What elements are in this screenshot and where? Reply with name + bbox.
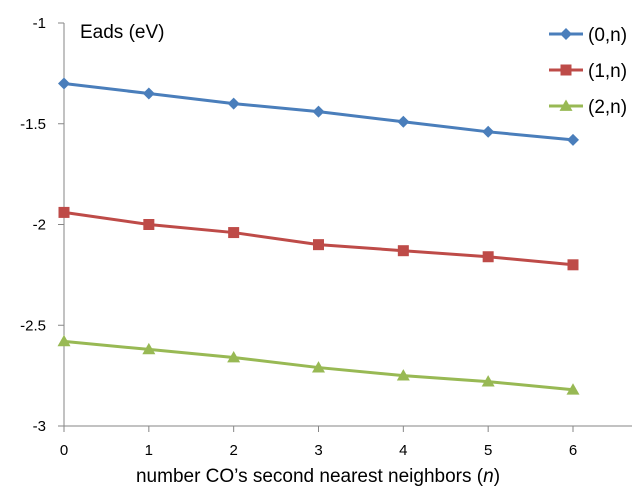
x-tick-label: 5 (484, 442, 492, 459)
data-point (228, 227, 240, 239)
x-tick-label: 6 (569, 442, 577, 459)
data-point (567, 133, 579, 146)
data-point (58, 77, 70, 90)
x-axis-title-close: ) (494, 466, 500, 487)
data-point (227, 350, 241, 363)
data-point (142, 342, 156, 355)
series-0 (58, 77, 579, 146)
legend-entry: (0,n) (549, 25, 627, 46)
legend-entry: (1,n) (549, 61, 627, 82)
data-point (482, 251, 494, 263)
y-axis-title: Eads (eV) (80, 22, 164, 43)
data-point (142, 87, 155, 100)
data-point (312, 105, 325, 118)
legend-label: (1,n) (588, 61, 627, 82)
series-line (63, 210, 574, 267)
data-point (396, 369, 410, 381)
y-tick-label: -2.5 (20, 317, 46, 334)
x-axis-ticks: 0 1 2 3 4 5 6 (60, 426, 577, 459)
data-point (397, 115, 410, 128)
data-point (566, 383, 580, 395)
x-tick-label: 3 (314, 442, 322, 459)
data-point (312, 361, 325, 373)
data-point (227, 97, 240, 110)
data-point (313, 239, 324, 251)
series-layer (57, 77, 580, 395)
data-point (143, 219, 155, 230)
x-tick-label: 2 (229, 442, 237, 459)
data-point (397, 245, 409, 257)
legend-marker (559, 99, 573, 111)
y-tick-label: -1.5 (20, 116, 46, 133)
x-axis-title-main: number CO’s second nearest neighbors ( (136, 466, 484, 487)
data-point (567, 259, 579, 271)
y-tick-label: -2 (33, 217, 46, 234)
y-tick-label: -3 (33, 418, 46, 435)
legend-label: (2,n) (588, 97, 627, 118)
data-point (58, 206, 70, 218)
legend: (0,n) (1,n) (2,n) (549, 25, 627, 118)
x-axis-title: number CO’s second nearest neighbors (n) (136, 466, 500, 487)
y-axis-ticks: -1 -1.5 -2 -2.5 -3 (20, 15, 64, 435)
series-1 (58, 206, 579, 271)
data-point (482, 125, 495, 138)
legend-label: (0,n) (588, 25, 627, 46)
x-axis-title-variable: n (483, 466, 494, 487)
legend-entry: (2,n) (549, 97, 627, 118)
data-point (57, 334, 71, 347)
legend-marker (560, 28, 572, 40)
series-2 (57, 334, 580, 395)
x-tick-label: 4 (399, 442, 407, 459)
x-tick-label: 0 (60, 442, 68, 459)
x-tick-label: 1 (145, 442, 153, 459)
data-point (481, 375, 495, 387)
legend-marker (560, 64, 572, 76)
y-tick-label: -1 (33, 15, 46, 32)
